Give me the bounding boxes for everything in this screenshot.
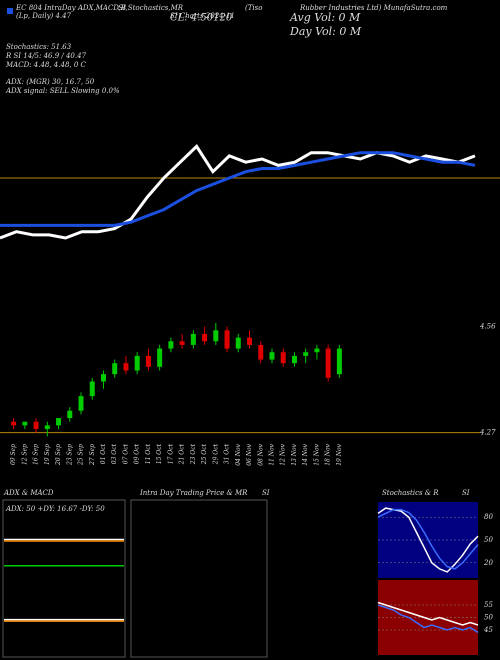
candle-body	[224, 330, 230, 349]
panel-title: Stochastics & R	[382, 489, 439, 497]
y-tick-label: 50	[484, 614, 493, 622]
x-tick-label: 25 Oct	[201, 443, 208, 465]
legend-swatch	[7, 8, 13, 14]
series-line	[377, 508, 479, 570]
panel-title: SI	[462, 489, 470, 497]
x-tick-label: 06 Nov	[246, 443, 253, 465]
indicator: ADX signal: SELL Slowing 0.0%	[5, 87, 120, 95]
candle-body	[11, 421, 17, 426]
header-text: (Tiso	[245, 4, 262, 12]
x-tick-label: 20 Sep	[55, 444, 62, 466]
candle-body	[247, 337, 253, 345]
candle-body	[89, 381, 95, 397]
x-tick-label: 11 Nov	[268, 443, 275, 465]
x-tick-label: 31 Oct	[224, 443, 231, 464]
x-tick-label: 18 Nov	[325, 443, 332, 465]
header-text: EC 804 IntraDay ADX,MACD,B	[15, 4, 126, 12]
candle-body	[179, 341, 185, 345]
candle-body	[280, 352, 286, 364]
indicator: R SI 14/5: 46.9 / 40.47	[5, 52, 87, 60]
header-text: SI,Stochastics,MR	[118, 4, 184, 12]
indicator: MACD: 4.48, 4.48, 0 C	[5, 61, 87, 69]
candle-body	[134, 355, 140, 371]
series-line	[0, 151, 476, 227]
series-line	[377, 604, 479, 634]
x-tick-label: 09 Oct	[134, 443, 141, 464]
panel-title: Intra Day Trading Price & MR	[139, 489, 248, 497]
candle-body	[258, 344, 264, 360]
candle-body	[56, 418, 62, 426]
candle-body	[213, 330, 219, 342]
panel-frame	[2, 499, 126, 658]
y-tick-label: 80	[484, 513, 493, 521]
x-tick-label: 14 Nov	[302, 443, 309, 465]
day-vol: Day Vol: 0 M	[289, 25, 362, 38]
panel-value: ADX: 50 +DY: 16.67 -DY: 50	[5, 505, 105, 513]
candle-body	[157, 348, 163, 367]
x-tick-label: 16 Sep	[33, 444, 40, 465]
avg-vol: Avg Vol: 0 M	[289, 11, 361, 24]
candle-body	[303, 352, 309, 356]
candle-body	[235, 337, 241, 349]
header-text: SI Charts 2024-11	[170, 12, 235, 20]
panel-title: ADX & MACD	[3, 489, 54, 497]
candle-body	[291, 355, 297, 364]
y-tick-label: 20	[483, 559, 493, 567]
x-tick-label: 08 Nov	[257, 443, 264, 465]
y-tick-label: 45	[483, 626, 493, 634]
x-tick-label: 19 Nov	[336, 443, 343, 465]
indicator: Stochastics: 51.63	[6, 43, 72, 51]
x-tick-label: 07 Oct	[122, 443, 129, 464]
y-tick-label: 4.27	[479, 429, 496, 437]
candle-body	[112, 363, 118, 375]
x-tick-label: 11 Oct	[145, 443, 152, 464]
candle-body	[202, 333, 208, 342]
candle-body	[314, 348, 320, 353]
candle-body	[325, 348, 331, 378]
candle-body	[100, 374, 106, 382]
header-text: Rubber Industries Ltd) MunafaSutra.com	[299, 4, 448, 12]
candle-body	[145, 355, 151, 367]
candle-body	[44, 425, 50, 430]
indicator: ADX: (MGR) 30, 16.7, 50	[5, 78, 95, 86]
series-line	[377, 601, 479, 626]
x-tick-label: 15 Oct	[156, 443, 163, 464]
y-tick-label: 4.56	[479, 323, 496, 331]
x-tick-label: 21 Oct	[179, 443, 186, 465]
y-tick-label: 55	[484, 601, 493, 609]
x-tick-label: 23 Sep	[66, 444, 73, 466]
y-tick-label: 50	[484, 536, 493, 544]
x-tick-label: 15 Nov	[313, 443, 320, 465]
candle-body	[190, 333, 196, 345]
x-tick-label: 23 Oct	[190, 443, 197, 465]
candle-body	[67, 410, 73, 419]
candle-body	[78, 396, 84, 411]
candle-body	[33, 421, 39, 430]
x-tick-label: 29 Oct	[212, 443, 219, 465]
header-text: (Lp, Daily) 4.47	[16, 12, 72, 20]
x-tick-label: 12 Nov	[280, 443, 287, 465]
x-tick-label: 13 Nov	[291, 443, 298, 465]
candle-body	[168, 341, 174, 349]
x-tick-label: 19 Sep	[44, 444, 51, 465]
panel-title: SI	[262, 489, 270, 497]
x-tick-label: 09 Sep	[10, 444, 17, 465]
panel-frame	[130, 499, 268, 658]
x-tick-label: 27 Sep	[89, 444, 96, 466]
price: CL: 4.50120	[170, 13, 233, 24]
candle-body	[123, 363, 129, 371]
x-tick-label: 04 Nov	[235, 443, 242, 465]
series-line	[0, 144, 476, 240]
x-tick-label: 01 Oct	[100, 443, 107, 464]
x-tick-label: 03 Oct	[111, 443, 118, 464]
candle-body	[269, 352, 275, 360]
candle-body	[336, 348, 342, 375]
x-tick-label: 17 Oct	[167, 443, 174, 464]
x-tick-label: 12 Sep	[21, 444, 28, 465]
x-tick-label: 25 Sep	[78, 444, 85, 466]
candle-body	[22, 421, 28, 426]
